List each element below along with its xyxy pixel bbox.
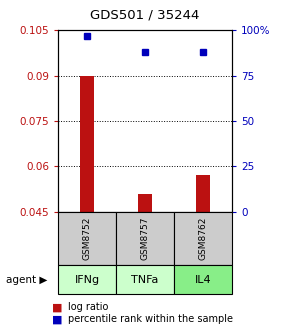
Bar — [196, 175, 210, 212]
Bar — [138, 194, 152, 212]
Text: log ratio: log ratio — [68, 302, 108, 312]
Text: GSM8752: GSM8752 — [82, 217, 92, 260]
Text: GSM8757: GSM8757 — [140, 217, 150, 260]
Bar — [80, 76, 94, 212]
Text: ■: ■ — [52, 302, 63, 312]
Text: agent ▶: agent ▶ — [6, 275, 47, 285]
Text: IL4: IL4 — [195, 275, 211, 285]
Text: percentile rank within the sample: percentile rank within the sample — [68, 314, 233, 324]
Text: GDS501 / 35244: GDS501 / 35244 — [90, 8, 200, 22]
Text: TNFa: TNFa — [131, 275, 159, 285]
Text: ■: ■ — [52, 314, 63, 324]
Text: GSM8762: GSM8762 — [198, 217, 208, 260]
Text: IFNg: IFNg — [75, 275, 99, 285]
